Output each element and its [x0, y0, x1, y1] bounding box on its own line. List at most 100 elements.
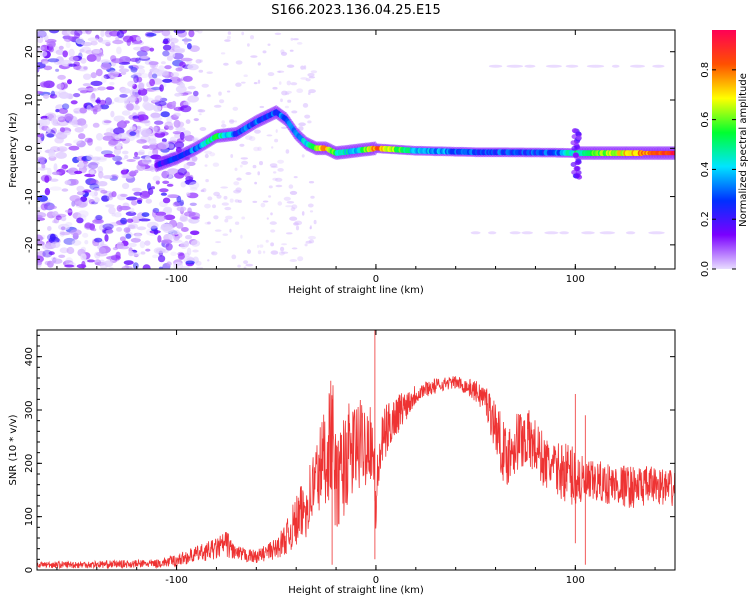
- noise-blob: [64, 264, 75, 268]
- noise-blob: [103, 153, 116, 158]
- noise-blob: [239, 143, 245, 147]
- noise-blob: [237, 264, 241, 268]
- noise-blob: [291, 247, 298, 250]
- colorbar-strip: [712, 30, 736, 269]
- noise-blob: [88, 162, 99, 170]
- noise-blob: [166, 261, 172, 267]
- noise-blob: [196, 266, 204, 269]
- noise-blob: [94, 197, 100, 203]
- noise-blob: [131, 200, 138, 206]
- noise-blob: [73, 93, 81, 98]
- noise-blob: [240, 157, 248, 160]
- noise-blob: [133, 253, 139, 258]
- noise-blob: [254, 129, 261, 134]
- noise-blob: [305, 78, 311, 82]
- noise-blob: [171, 239, 183, 243]
- noise-blob: [162, 44, 172, 51]
- noise-blob: [100, 30, 105, 38]
- noise-blob: [79, 65, 88, 72]
- noise-blob: [257, 62, 261, 66]
- noise-blob: [170, 72, 180, 78]
- noise-blob: [267, 72, 275, 77]
- noise-blob: [224, 218, 229, 223]
- noise-blob: [308, 181, 315, 184]
- noise-blob: [139, 241, 146, 249]
- noise-blob: [103, 191, 114, 196]
- noise-blob: [227, 31, 232, 35]
- noise-blob: [266, 134, 273, 137]
- noise-blob: [122, 182, 130, 190]
- noise-blob: [110, 255, 122, 261]
- noise-blob: [181, 265, 190, 269]
- noise-blob: [75, 37, 85, 45]
- noise-blob: [159, 188, 169, 193]
- noise-blob: [108, 139, 119, 146]
- noise-blob: [177, 168, 187, 176]
- noise-blob: [109, 81, 115, 86]
- noise-blob: [119, 205, 131, 211]
- noise-blob: [120, 71, 127, 76]
- noise-blob: [149, 78, 156, 87]
- noise-blob: [123, 120, 130, 124]
- noise-blob: [177, 252, 185, 260]
- noise-blob: [92, 122, 100, 128]
- noise-blob: [250, 55, 258, 58]
- noise-blob: [55, 49, 65, 55]
- noise-blob: [127, 96, 137, 103]
- y-tick-label: 400: [24, 347, 35, 366]
- noise-blob: [189, 202, 197, 206]
- noise-blob: [209, 152, 216, 157]
- noise-blob: [152, 207, 160, 214]
- noise-blob: [259, 244, 264, 248]
- noise-blob: [204, 221, 210, 225]
- noise-blob: [177, 251, 185, 256]
- noise-blob: [269, 163, 278, 168]
- noise-blob: [213, 215, 219, 220]
- noise-blob: [245, 263, 254, 267]
- noise-blob: [81, 122, 88, 129]
- ridge-core: [672, 150, 675, 156]
- noise-blob: [101, 150, 113, 156]
- noise-blob: [241, 160, 249, 165]
- y-tick-label: 10: [24, 94, 35, 107]
- noise-blob: [234, 199, 240, 203]
- noise-blob: [64, 180, 72, 186]
- noise-blob: [229, 228, 232, 233]
- noise-blob: [234, 221, 240, 225]
- noise-blob: [186, 60, 192, 65]
- noise-blob: [96, 133, 103, 141]
- noise-blob: [226, 90, 231, 93]
- noise-blob: [43, 34, 49, 41]
- noise-blob: [119, 236, 126, 242]
- noise-blob: [102, 223, 114, 230]
- noise-blob: [270, 242, 274, 247]
- noise-blob: [186, 161, 196, 166]
- noise-blob: [46, 233, 58, 242]
- noise-blob: [130, 67, 138, 73]
- noise-blob: [298, 122, 306, 127]
- noise-blob: [88, 184, 99, 189]
- noise-blob: [281, 243, 288, 246]
- noise-blob: [86, 154, 94, 161]
- noise-blob: [310, 195, 315, 199]
- snr-panel: -100 0 100 0 100 200 300 400 Height of straight…: [8, 329, 676, 596]
- noise-blob: [135, 36, 141, 42]
- noise-blob: [142, 95, 149, 103]
- noise-blob: [151, 86, 162, 91]
- noise-blob: [83, 73, 92, 80]
- noise-blob: [155, 248, 166, 254]
- colorbar-axes: 0.0 0.2 0.4 0.6 0.8: [700, 62, 736, 277]
- noise-blob: [308, 89, 316, 94]
- harmonic-streak: [488, 64, 503, 68]
- noise-blob: [173, 119, 181, 128]
- noise-blob: [160, 131, 169, 136]
- noise-blob: [74, 170, 83, 175]
- noise-blob: [185, 260, 195, 265]
- noise-blob: [102, 135, 114, 141]
- noise-blob: [48, 30, 60, 34]
- noise-blob: [147, 182, 152, 191]
- noise-blob: [270, 212, 273, 216]
- noise-blob: [292, 38, 299, 41]
- noise-blob: [221, 202, 229, 206]
- noise-blob: [174, 49, 185, 54]
